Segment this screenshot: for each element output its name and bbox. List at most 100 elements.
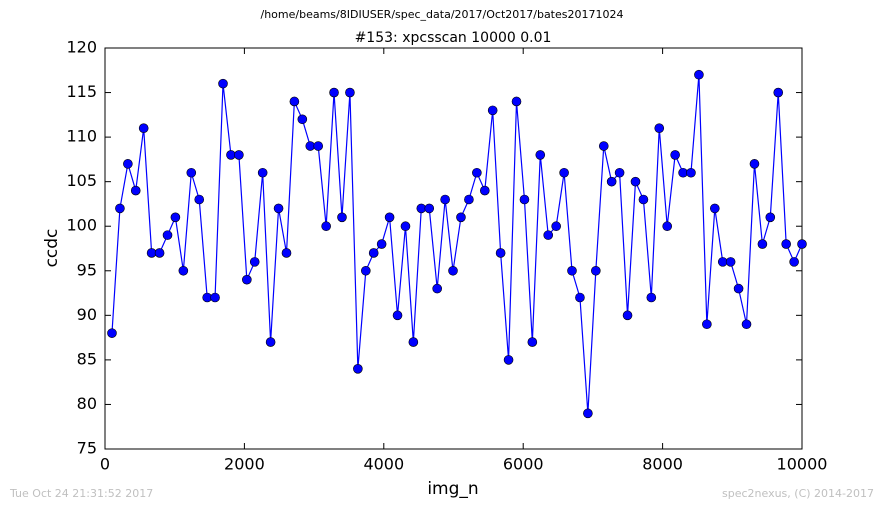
data-point [662, 221, 673, 232]
data-point [535, 150, 546, 160]
data-point [472, 167, 482, 178]
data-point [154, 248, 165, 258]
data-point [710, 203, 720, 214]
data-point [741, 319, 752, 330]
data-point [115, 203, 125, 214]
data-point [281, 248, 292, 258]
chart-title: #153: xpcsscan 10000 0.01 [355, 30, 552, 46]
timestamp: Tue Oct 24 21:31:52 2017 [9, 487, 153, 500]
data-point [194, 194, 205, 205]
data-point [273, 203, 284, 214]
data-point [138, 123, 149, 133]
x-tick-label: 2000 [224, 455, 265, 474]
data-point [630, 176, 641, 187]
data-point [622, 310, 633, 321]
data-point [670, 150, 680, 160]
data-point [559, 167, 569, 178]
y-tick-label: 80 [77, 394, 97, 413]
data-point [123, 159, 133, 169]
y-tick-label: 85 [77, 349, 97, 368]
data-point [765, 212, 776, 223]
data-point [170, 212, 181, 223]
data-point [337, 212, 347, 223]
data-point [210, 292, 220, 303]
data-point [345, 87, 355, 98]
x-tick-label: 0 [100, 455, 110, 474]
data-point [749, 159, 760, 169]
y-tick-label: 95 [77, 260, 97, 279]
data-point [408, 337, 419, 347]
x-tick-label: 8000 [642, 455, 683, 474]
data-point [527, 337, 538, 347]
data-point [686, 167, 696, 178]
data-point [464, 194, 474, 205]
data-point [162, 230, 173, 240]
data-point [543, 230, 554, 240]
data-point [313, 141, 324, 151]
data-point [757, 239, 768, 249]
x-tick-label: 10000 [777, 455, 828, 474]
y-tick-label: 75 [77, 439, 97, 458]
data-point [265, 337, 276, 347]
data-point [702, 319, 712, 330]
data-point [654, 123, 665, 133]
data-point [551, 221, 561, 232]
data-point [424, 203, 435, 214]
data-point [376, 239, 387, 249]
data-point [456, 212, 466, 223]
data-point [638, 194, 649, 205]
data-point [329, 87, 339, 98]
y-tick-label: 90 [77, 305, 97, 324]
data-point [234, 150, 244, 160]
data-point [773, 87, 784, 98]
data-point [249, 257, 260, 267]
data-point [392, 310, 403, 321]
y-tick-label: 105 [66, 171, 97, 190]
data-point [781, 239, 791, 249]
data-point [242, 274, 252, 285]
data-point [503, 355, 514, 365]
suptitle: /home/beams/8IDIUSER/spec_data/2017/Oct2… [261, 8, 624, 21]
data-point [567, 265, 577, 276]
data-point [614, 167, 625, 178]
data-point [519, 194, 530, 205]
data-point [448, 265, 458, 276]
data-point [511, 96, 522, 107]
data-point [725, 257, 736, 267]
x-tick-label: 4000 [363, 455, 404, 474]
data-point [289, 96, 300, 107]
data-point [297, 114, 308, 125]
data-point [361, 265, 371, 276]
y-tick-label: 115 [66, 82, 97, 101]
data-point [368, 248, 379, 258]
data-point [400, 221, 411, 232]
data-point [384, 212, 395, 223]
data-point [606, 176, 617, 187]
data-point [479, 185, 490, 196]
data-point [583, 408, 593, 419]
data-point [107, 328, 117, 338]
data-point [646, 292, 657, 303]
credit: spec2nexus, (C) 2014-2017 [722, 487, 874, 500]
data-point [218, 78, 228, 89]
data-point [575, 292, 585, 303]
y-tick-label: 120 [66, 38, 97, 57]
data-point [440, 194, 450, 205]
data-point [598, 141, 609, 151]
data-point [186, 167, 197, 178]
data-point [694, 69, 704, 80]
data-point [432, 283, 442, 294]
data-point [733, 283, 744, 294]
y-tick-label: 110 [66, 127, 97, 146]
data-point [591, 265, 601, 276]
data-point [353, 363, 363, 374]
data-point [797, 239, 807, 249]
data-point [789, 257, 799, 267]
x-tick-label: 6000 [503, 455, 544, 474]
data-point [257, 167, 268, 178]
data-point [321, 221, 331, 232]
y-tick-label: 100 [66, 216, 97, 235]
data-point [487, 105, 498, 116]
plot-area [104, 47, 803, 450]
